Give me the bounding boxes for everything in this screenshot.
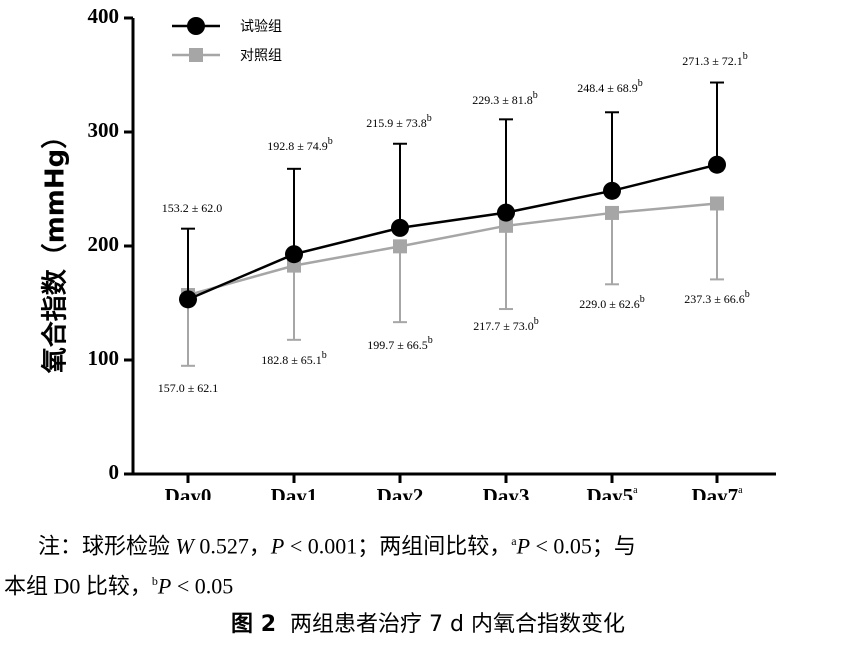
x-tick-label: Day7a — [691, 484, 743, 500]
data-point-trial — [179, 290, 197, 309]
data-point-trial — [285, 245, 303, 264]
y-tick-label: 100 — [88, 346, 120, 370]
y-tick-label: 200 — [88, 232, 120, 256]
x-tick-label: Day5a — [586, 484, 638, 500]
data-point-control — [605, 205, 619, 220]
data-label-trial: 153.2 ± 62.0 — [162, 201, 223, 215]
figure-number: 图 2 — [231, 612, 276, 637]
data-label-trial: 229.3 ± 81.8b — [472, 90, 538, 107]
data-label-control: 199.7 ± 66.5b — [367, 335, 433, 352]
data-point-trial — [708, 155, 726, 174]
data-point-trial — [603, 181, 621, 200]
data-label-control: 237.3 ± 66.6b — [684, 289, 750, 306]
y-tick-label: 400 — [88, 4, 120, 28]
data-label-trial: 192.8 ± 74.9b — [267, 136, 333, 153]
legend-marker-trial — [187, 17, 205, 35]
x-tick-label: Day2 — [377, 484, 424, 500]
note-line-2: 本组 D0 比较，bP < 0.05 — [4, 573, 234, 599]
x-tick-label: Day3 — [483, 484, 530, 500]
series-line — [187, 163, 718, 301]
legend-label-control: 对照组 — [240, 48, 282, 64]
legend-marker-control — [189, 48, 203, 62]
chart-series: 157.0 ± 62.1 182.8 ± 65.1b 199.7 ± 66.5b 21… — [158, 51, 750, 395]
series-line — [187, 202, 718, 297]
data-point-control — [710, 196, 724, 211]
series-trial: 153.2 ± 62.0 192.8 ± 74.9b 215.9 ± 73.8b 22… — [162, 51, 748, 309]
data-point-trial — [391, 218, 409, 237]
figure-title: 两组患者治疗 7 d 内氧合指数变化 — [290, 612, 625, 637]
legend-label-trial: 试验组 — [240, 19, 282, 35]
data-label-control: 182.8 ± 65.1b — [261, 350, 327, 367]
y-axis-label: 氧合指数（mmHg） — [40, 123, 71, 375]
series-control: 157.0 ± 62.1 182.8 ± 65.1b 199.7 ± 66.5b 21… — [158, 196, 750, 395]
data-label-trial: 248.4 ± 68.9b — [577, 78, 643, 95]
x-tick-label: Day0 — [165, 484, 212, 500]
note-line-1: 注：球形检验 W 0.527，P < 0.001；两组间比较，aP < 0.05… — [38, 533, 636, 559]
x-tick-label: Day1 — [271, 484, 318, 500]
chart-axes: 0 100 200 300 400 Day0 Day1 Day2 Day3 Day5a Day7a — [88, 4, 776, 500]
y-tick-label: 300 — [88, 118, 120, 142]
data-label-control: 157.0 ± 62.1 — [158, 381, 219, 395]
y-tick-label: 0 — [109, 460, 120, 484]
data-point-trial — [497, 203, 515, 222]
data-label-trial: 271.3 ± 72.1b — [682, 51, 748, 68]
data-label-trial: 215.9 ± 73.8b — [366, 113, 432, 130]
figure-caption: 图 2 两组患者治疗 7 d 内氧合指数变化 — [0, 608, 856, 642]
data-point-control — [393, 239, 407, 254]
data-label-control: 217.7 ± 73.0b — [473, 316, 539, 333]
data-label-control: 229.0 ± 62.6b — [579, 294, 645, 311]
data-point-control — [499, 218, 513, 233]
